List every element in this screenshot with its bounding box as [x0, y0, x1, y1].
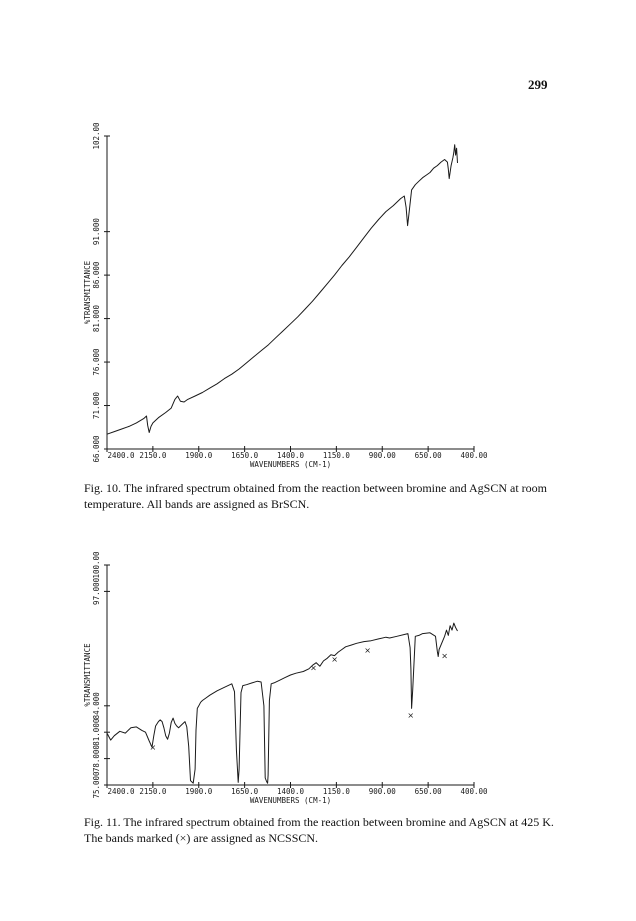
x-tick-label: 900.00 — [369, 787, 397, 796]
y-tick-label: 81.000 — [92, 718, 101, 746]
y-tick-label: 91.000 — [92, 218, 101, 246]
spectrum-trace — [106, 144, 458, 435]
ir-spectrum-fig10: 66.000 71.000 76.000 81.000 86.000 91.000 102.… — [83, 122, 488, 469]
x-tick-label: 400.00 — [460, 451, 488, 460]
x-tick-label: 2400.0 — [107, 451, 135, 460]
band-marker: × — [331, 655, 338, 664]
band-marker: × — [441, 651, 448, 660]
figure-10-caption: Fig. 10. The infrared spectrum obtained … — [84, 481, 547, 511]
page-number: 299 — [528, 77, 548, 92]
x-tick-label: 650.00 — [415, 451, 443, 460]
y-tick-label: 84.000 — [92, 692, 101, 720]
x-tick-label: 1400.0 — [277, 451, 305, 460]
figure-11-caption: Fig. 11. The infrared spectrum obtained … — [84, 815, 554, 845]
y-tick-label: 81.000 — [92, 305, 101, 333]
y-axis-title: %TRANSMITTANCE — [83, 260, 92, 324]
y-tick-label: 86.000 — [92, 261, 101, 289]
x-axis-title: WAVENUMBERS (CM-1) — [250, 460, 331, 469]
x-tick-label: 1650.0 — [231, 787, 259, 796]
band-marker: × — [310, 664, 317, 673]
x-tick-label: 1900.0 — [185, 451, 213, 460]
band-marker: × — [407, 711, 414, 720]
y-tick-label: 100.00 — [92, 551, 101, 579]
x-tick-label: 1150.0 — [323, 787, 351, 796]
x-tick-label: 1900.0 — [185, 787, 213, 796]
y-tick-label: 76.000 — [92, 348, 101, 376]
x-axis-title: WAVENUMBERS (CM-1) — [250, 796, 331, 805]
x-tick-label: 2150.0 — [139, 787, 167, 796]
x-tick-label: 2400.0 — [107, 787, 135, 796]
x-tick-label: 650.00 — [415, 787, 443, 796]
band-marker: × — [364, 646, 371, 655]
y-tick-label: 75.000 — [92, 771, 101, 799]
x-tick-label: 2150.0 — [139, 451, 167, 460]
x-tick-label: 1400.0 — [277, 787, 305, 796]
y-tick-label: 97.000 — [92, 577, 101, 605]
y-tick-label: 102.00 — [92, 122, 101, 150]
x-tick-label: 900.00 — [369, 451, 397, 460]
y-tick-label: 78.000 — [92, 745, 101, 773]
y-tick-label: 66.000 — [92, 435, 101, 463]
spectrum-trace — [106, 622, 458, 784]
x-tick-label: 1150.0 — [323, 451, 351, 460]
x-tick-label: 400.00 — [460, 787, 488, 796]
y-tick-label: 71.000 — [92, 391, 101, 419]
x-tick-label: 1650.0 — [231, 451, 259, 460]
band-marker: × — [150, 743, 157, 752]
y-axis-title: %TRANSMITTANCE — [83, 643, 92, 707]
